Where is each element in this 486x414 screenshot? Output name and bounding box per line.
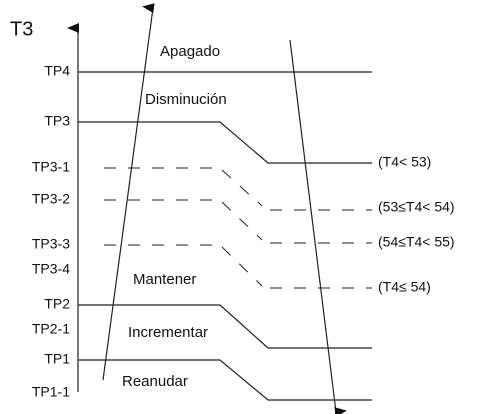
zone: Disminución bbox=[145, 91, 227, 108]
line bbox=[221, 201, 263, 241]
lines bbox=[78, 71, 372, 401]
condition: (T4≤ 54) bbox=[378, 279, 431, 295]
level: TP3-2 bbox=[32, 191, 70, 207]
condition: (54≤T4< 55) bbox=[378, 234, 455, 250]
line bbox=[221, 246, 263, 287]
line bbox=[78, 359, 372, 401]
conditions: (T4< 53) (53≤T4< 54) (54≤T4< 55) (T4≤ 54… bbox=[378, 154, 455, 295]
level: TP3 bbox=[44, 113, 70, 129]
level: TP1 bbox=[44, 351, 70, 367]
zone: Apagado bbox=[160, 43, 220, 60]
rise-arrow bbox=[102, 3, 155, 381]
zone: Reanudar bbox=[122, 373, 188, 390]
level: TP3-1 bbox=[32, 159, 70, 175]
level: TP1-1 bbox=[32, 384, 70, 400]
condition: (53≤T4< 54) bbox=[378, 199, 455, 215]
level: TP3-4 bbox=[32, 261, 70, 277]
zones: Apagado Disminución Mantener Incrementar… bbox=[122, 43, 227, 390]
level: TP3-3 bbox=[32, 236, 70, 252]
level: TP2 bbox=[44, 296, 70, 312]
line bbox=[221, 169, 263, 207]
zone: Mantener bbox=[133, 271, 196, 288]
levels: TP4 TP3 TP3-1 TP3-2 TP3-3 TP3-4 TP2 TP2-… bbox=[32, 63, 70, 400]
line bbox=[78, 121, 372, 164]
zone: Incrementar bbox=[128, 324, 208, 341]
line bbox=[78, 304, 372, 349]
condition: (T4< 53) bbox=[378, 154, 431, 170]
fall-arrow bbox=[289, 39, 347, 414]
level: TP2-1 bbox=[32, 321, 70, 337]
level: TP4 bbox=[44, 63, 70, 79]
axis-label: T3 bbox=[10, 18, 33, 40]
